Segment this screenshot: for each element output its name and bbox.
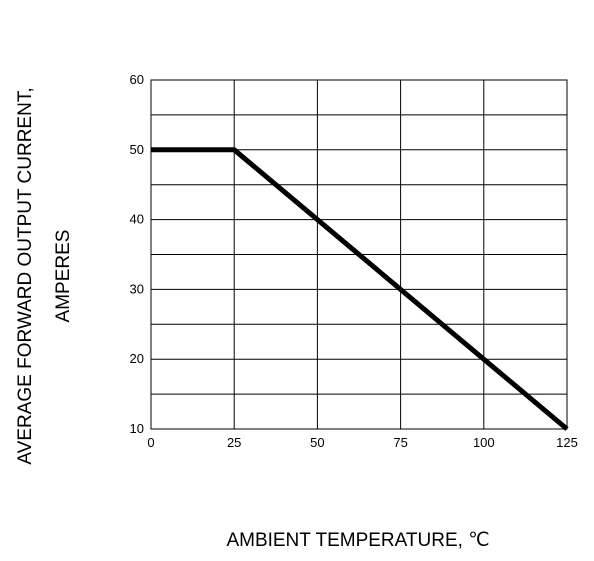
x-axis-title: AMBIENT TEMPERATURE, ℃ [226,530,489,551]
y-tick-label: 60 [130,72,144,87]
y-tick-label: 50 [130,142,144,157]
x-tick-label: 100 [473,435,495,450]
x-tick-label: 25 [227,435,241,450]
y-tick-label: 20 [130,351,144,366]
y-tick-label: 40 [130,212,144,227]
x-tick-label: 0 [147,435,154,450]
y-tick-label: 30 [130,281,144,296]
y-tick-label: 10 [130,421,144,436]
x-tick-label: 125 [556,435,578,450]
y-axis-title-line1: AVERAGE FORWARD OUTPUT CURRENT, [15,87,36,464]
plot-frame [150,79,568,430]
x-tick-label: 75 [393,435,407,450]
series-line [151,147,569,431]
y-axis-title-line2: AMPERES [53,230,74,323]
series-layer [151,147,569,431]
tick-layer: 10 20 30 40 50 60 0 25 50 75 100 125 [130,72,578,450]
x-tick-label: 50 [310,435,324,450]
